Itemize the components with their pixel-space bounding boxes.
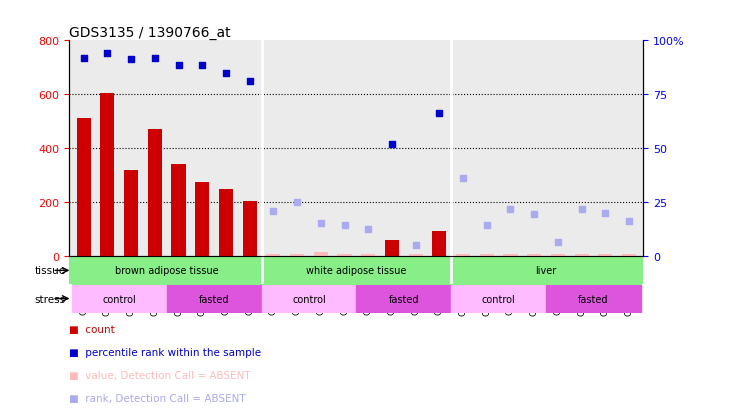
Text: stress: stress bbox=[34, 294, 66, 304]
Bar bbox=[314, 252, 328, 256]
Text: fasted: fasted bbox=[199, 294, 230, 304]
Text: ■  percentile rank within the sample: ■ percentile rank within the sample bbox=[69, 347, 262, 357]
Bar bbox=[409, 255, 423, 256]
Bar bbox=[338, 255, 352, 256]
Bar bbox=[219, 190, 233, 256]
Point bbox=[410, 242, 422, 249]
Point bbox=[338, 222, 350, 228]
Point bbox=[552, 239, 564, 246]
Point bbox=[624, 218, 635, 224]
Text: tissue: tissue bbox=[34, 266, 66, 276]
Point bbox=[149, 55, 161, 62]
Text: ■  value, Detection Call = ABSENT: ■ value, Detection Call = ABSENT bbox=[69, 370, 251, 380]
Text: white adipose tissue: white adipose tissue bbox=[306, 266, 406, 276]
Bar bbox=[456, 255, 470, 256]
Bar bbox=[432, 232, 447, 256]
Bar bbox=[504, 255, 518, 256]
Text: control: control bbox=[102, 294, 136, 304]
Text: control: control bbox=[482, 294, 515, 304]
Bar bbox=[290, 255, 304, 256]
Text: brown adipose tissue: brown adipose tissue bbox=[115, 266, 219, 276]
Point bbox=[386, 141, 398, 148]
Text: fasted: fasted bbox=[389, 294, 419, 304]
Point bbox=[315, 221, 327, 227]
Bar bbox=[575, 255, 588, 256]
Text: GDS3135 / 1390766_at: GDS3135 / 1390766_at bbox=[69, 26, 231, 40]
Point bbox=[481, 222, 493, 228]
Point bbox=[363, 226, 374, 233]
Bar bbox=[385, 240, 399, 256]
Bar bbox=[622, 255, 636, 256]
Bar bbox=[100, 94, 115, 256]
Point bbox=[77, 55, 89, 62]
Text: ■  count: ■ count bbox=[69, 325, 115, 335]
Bar bbox=[480, 255, 494, 256]
Bar bbox=[527, 255, 542, 256]
Bar bbox=[77, 119, 91, 256]
Point bbox=[529, 211, 540, 218]
Bar bbox=[266, 255, 281, 256]
Point bbox=[173, 62, 184, 69]
Point bbox=[102, 50, 113, 57]
Point bbox=[576, 206, 588, 212]
Point bbox=[433, 110, 445, 117]
Point bbox=[457, 175, 469, 181]
Text: liver: liver bbox=[535, 266, 557, 276]
Text: fasted: fasted bbox=[578, 294, 609, 304]
Text: ■  rank, Detection Call = ABSENT: ■ rank, Detection Call = ABSENT bbox=[69, 393, 246, 403]
Text: control: control bbox=[292, 294, 326, 304]
Point bbox=[291, 199, 303, 206]
Point bbox=[504, 206, 516, 212]
Point bbox=[197, 62, 208, 69]
Point bbox=[268, 209, 279, 215]
Bar bbox=[243, 201, 257, 256]
Point bbox=[220, 70, 232, 77]
Point bbox=[244, 78, 256, 85]
Bar bbox=[361, 255, 375, 256]
Point bbox=[599, 210, 611, 216]
Bar bbox=[598, 255, 613, 256]
Bar bbox=[195, 182, 209, 256]
Bar bbox=[550, 255, 565, 256]
Bar bbox=[171, 165, 186, 256]
Point bbox=[125, 57, 137, 63]
Bar bbox=[148, 130, 162, 256]
Bar bbox=[124, 170, 138, 256]
